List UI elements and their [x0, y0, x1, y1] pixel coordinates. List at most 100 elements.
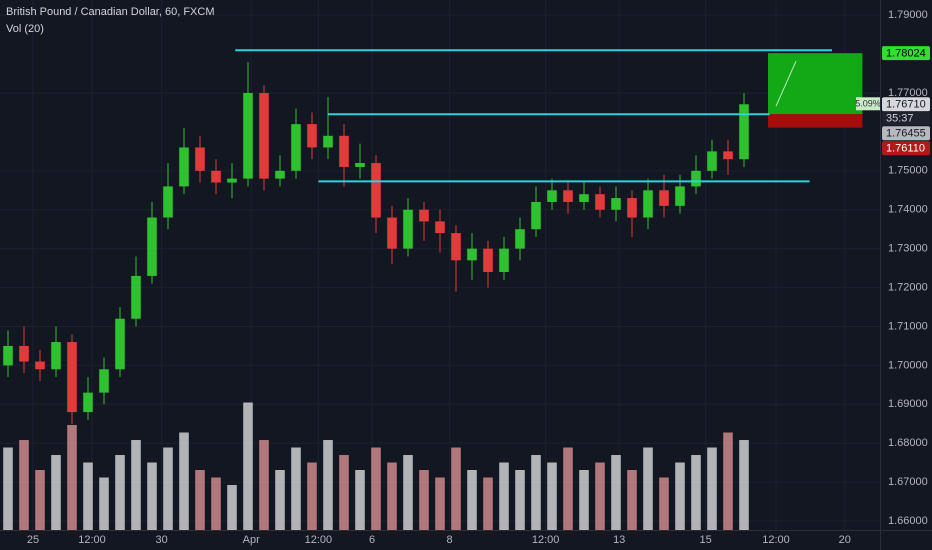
volume-bar: [579, 470, 589, 530]
x-tick-label: 12:00: [78, 534, 106, 546]
axes: 1.79000 1.77000 1.75000 1.74000 1.73000 1.720…: [27, 9, 930, 546]
candle-body: [275, 170, 285, 179]
price-badge: [882, 126, 930, 141]
candle-body: [211, 170, 221, 183]
stop-zone: [768, 114, 863, 128]
candle-body: [115, 318, 125, 370]
candle-body: [35, 361, 45, 370]
candle-body: [99, 369, 109, 393]
y-tick-label: 1.67000: [888, 476, 928, 488]
y-tick-label: 1.66000: [888, 515, 928, 527]
volume-bar: [691, 455, 701, 530]
candle-body: [531, 201, 541, 230]
candle-body: [323, 135, 333, 148]
candles: [3, 61, 749, 424]
candle-body: [419, 209, 429, 222]
candle-body: [307, 124, 317, 148]
volume-bar: [243, 402, 253, 530]
volume-bar: [355, 470, 365, 530]
volume-bar: [35, 470, 45, 530]
price-badge: [882, 46, 930, 61]
price-badge-label: 1.76455: [886, 128, 926, 140]
candle-body: [483, 248, 493, 273]
candle-body: [675, 186, 685, 206]
volume-bar: [531, 455, 541, 530]
volume-bar: [99, 477, 109, 530]
x-tick-label: 6: [369, 534, 375, 546]
candle-body: [227, 178, 237, 183]
countdown-badge: [882, 111, 930, 126]
x-tick-label: 13: [613, 534, 625, 546]
volume-bar: [499, 462, 509, 530]
candle-body: [547, 190, 557, 202]
levels: [235, 49, 832, 183]
x-tick-label: 12:00: [762, 534, 790, 546]
indicator-label: Vol (20): [6, 23, 44, 35]
x-tick-label: Apr: [243, 534, 260, 546]
percent-badge: [856, 97, 880, 111]
chart-title: British Pound / Canadian Dollar, 60, FXC…: [6, 6, 215, 18]
volume-bar: [387, 462, 397, 530]
volume-bar: [675, 462, 685, 530]
y-tick-label: 1.75000: [888, 165, 928, 177]
volume-bar: [323, 440, 333, 530]
price-badge: [882, 97, 930, 112]
volume-bar: [739, 440, 749, 530]
candle-body: [147, 217, 157, 276]
volume-bar: [51, 455, 61, 530]
candle-body: [723, 151, 733, 160]
candle-body: [643, 190, 653, 218]
projection-arrow: [775, 60, 797, 107]
volume-pane: [3, 402, 749, 530]
price-badge: [882, 141, 930, 156]
y-tick-label: 1.79000: [888, 9, 928, 21]
candle-body: [499, 248, 509, 273]
volume-bar: [595, 462, 605, 530]
volume-bar: [659, 477, 669, 530]
volume-bar: [707, 447, 717, 530]
candle-body: [339, 135, 349, 167]
volume-bar: [115, 455, 125, 530]
volume-bar: [147, 462, 157, 530]
volume-bar: [83, 462, 93, 530]
candle-body: [691, 170, 701, 187]
volume-bar: [339, 455, 349, 530]
y-tick-label: 1.77000: [888, 87, 928, 99]
volume-bar: [467, 470, 477, 530]
y-tick-label: 1.74000: [888, 204, 928, 216]
x-tick-label: 12:00: [305, 534, 333, 546]
volume-bar: [211, 477, 221, 530]
volume-bar: [403, 455, 413, 530]
volume-bar: [483, 477, 493, 530]
candle-body: [3, 345, 13, 366]
candle-body: [131, 275, 141, 319]
candle-body: [739, 104, 749, 160]
volume-bar: [515, 470, 525, 530]
candle-body: [467, 248, 477, 261]
candle-body: [403, 209, 413, 249]
x-tick-label: 15: [699, 534, 711, 546]
candle-body: [387, 217, 397, 249]
volume-bar: [67, 425, 77, 530]
x-tick-label: 30: [155, 534, 167, 546]
candle-body: [355, 163, 365, 167]
target-zone: [768, 53, 863, 115]
x-tick-label: 12:00: [532, 534, 560, 546]
candle-body: [627, 198, 637, 218]
candle-body: [19, 345, 29, 362]
candle-body: [163, 186, 173, 218]
y-tick-label: 1.73000: [888, 243, 928, 255]
candle-body: [371, 163, 381, 218]
candle-body: [515, 229, 525, 249]
candle-body: [435, 221, 445, 234]
candle-body: [595, 194, 605, 210]
price-badge-label: 1.76110: [886, 143, 925, 155]
volume-bar: [419, 470, 429, 530]
position-tool: 5.09%: [768, 53, 881, 128]
candle-body: [179, 147, 189, 187]
candle-body: [195, 147, 205, 171]
candle-body: [451, 233, 461, 261]
x-tick-label: 25: [27, 534, 39, 546]
